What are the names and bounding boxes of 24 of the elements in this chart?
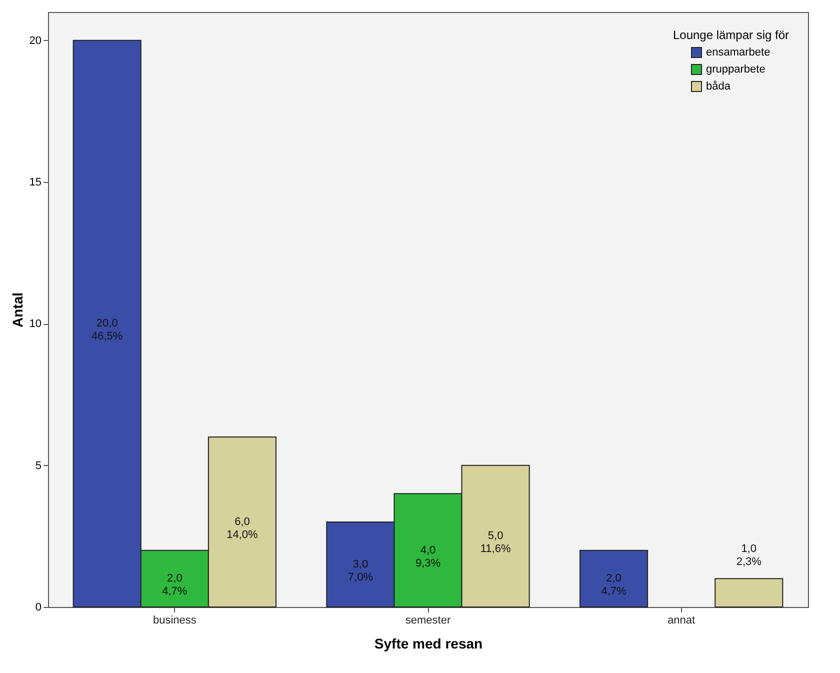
x-tick-label: business	[152, 614, 197, 626]
data-label: 6,0 14,0%	[226, 516, 258, 541]
y-axis-title: Antal	[9, 292, 26, 328]
bar	[580, 550, 648, 608]
x-axis-title: Syfte med resan	[374, 636, 483, 652]
data-label: 2,0 4,7%	[601, 572, 627, 598]
data-label: 20,0 46,5%	[92, 318, 123, 343]
data-label: 1,0 2,3%	[736, 542, 762, 568]
data-label: 2,0 4,7%	[162, 572, 188, 598]
y-tick-label: 15	[29, 176, 42, 188]
legend-label: grupparbete	[706, 64, 766, 76]
y-tick-label: 5	[35, 460, 42, 472]
y-tick-label: 0	[35, 602, 42, 614]
y-tick-label: 10	[29, 318, 42, 330]
data-label: 4,0 9,3%	[415, 544, 441, 570]
x-tick-label: semester	[405, 614, 451, 626]
legend-label: båda	[706, 80, 732, 92]
legend-title: Lounge lämpar sig för	[672, 28, 790, 42]
data-label: 3,0 7,0%	[348, 558, 374, 584]
x-tick-label: annat	[668, 614, 696, 626]
data-label: 5,0 11,6%	[480, 530, 511, 556]
y-tick-label: 20	[29, 34, 42, 47]
bar	[714, 578, 784, 608]
legend-label: ensamarbete	[706, 46, 770, 58]
